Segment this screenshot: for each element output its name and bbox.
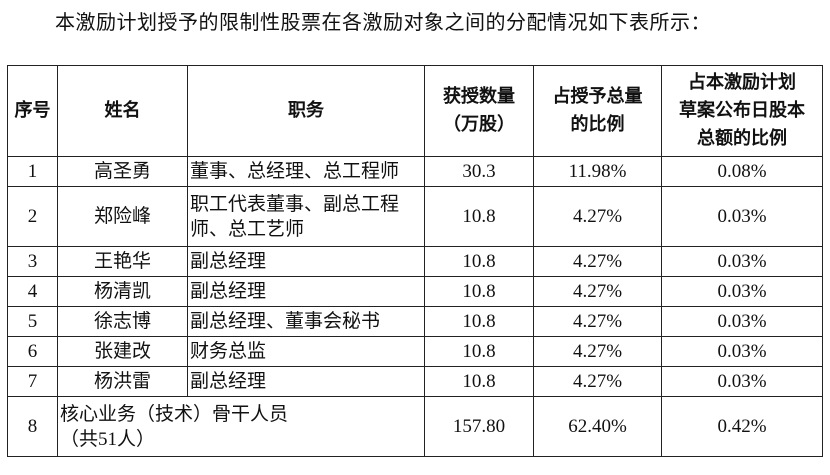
cell-line: 草案公布日股本 xyxy=(679,100,805,121)
table-row: 5 徐志博 副总经理、董事会秘书 10.8 4.27% 0.03% xyxy=(7,306,823,337)
header-row: 序号 姓名 职务 获授数量 （万股） 占授予总量 的比例 占本激励计划 草案公布日股本 总额的比例 xyxy=(7,65,823,157)
cell-line: 总额的比例 xyxy=(697,128,787,149)
table-cell: 30.3 xyxy=(424,156,534,187)
table-cell: 副总经理 xyxy=(187,276,425,307)
table-cell: 62.40% xyxy=(533,396,662,457)
cell-line: 获授数量 xyxy=(443,86,515,107)
table-cell: 0.08% xyxy=(661,156,823,187)
table-cell: 0.03% xyxy=(661,246,823,277)
table-row: 6 张建改 财务总监 10.8 4.27% 0.03% xyxy=(7,336,823,367)
table-cell: 高圣勇 xyxy=(57,156,188,187)
table-cell: 8 xyxy=(7,396,58,457)
table-cell: 10.8 xyxy=(424,186,534,247)
cell-line: 序号 xyxy=(14,100,51,121)
table-cell: 10.8 xyxy=(424,336,534,367)
table-cell: 10.8 xyxy=(424,306,534,337)
table-row: 1 高圣勇 董事、总经理、总工程师 30.3 11.98% 0.08% xyxy=(7,156,823,187)
table-cell: 财务总监 xyxy=(187,336,425,367)
cell-line: （万股） xyxy=(443,114,515,135)
header-cell: 序号 xyxy=(7,65,58,157)
intro-text: 本激励计划授予的限制性股票在各激励对象之间的分配情况如下表所示： xyxy=(55,12,711,34)
table-cell: 徐志博 xyxy=(57,306,188,337)
table-cell: 0.03% xyxy=(661,366,823,397)
table-cell: 4.27% xyxy=(533,186,662,247)
table-cell: 0.03% xyxy=(661,186,823,247)
cell-line: 职工代表董事、副总工程 xyxy=(190,193,400,215)
header-cell: 占本激励计划 草案公布日股本 总额的比例 xyxy=(661,65,823,157)
table-cell: 0.42% xyxy=(661,396,823,457)
table-cell: 郑险峰 xyxy=(57,186,188,247)
table-cell: 10.8 xyxy=(424,246,534,277)
table-cell: 4.27% xyxy=(533,366,662,397)
table-cell: 0.03% xyxy=(661,306,823,337)
cell-line: 姓名 xyxy=(104,100,141,121)
cell-line: （共51人） xyxy=(60,428,156,450)
cell-line: 占本激励计划 xyxy=(688,72,796,93)
table-row: 3 王艳华 副总经理 10.8 4.27% 0.03% xyxy=(7,246,823,277)
table-cell: 2 xyxy=(7,186,58,247)
table-cell: 10.8 xyxy=(424,366,534,397)
table-body: 1 高圣勇 董事、总经理、总工程师 30.3 11.98% 0.08% 2 郑险峰 职工代表董事… xyxy=(7,156,823,457)
cell-line: 核心业务（技术）骨干人员 xyxy=(60,403,289,425)
header-cell: 获授数量 （万股） xyxy=(424,65,534,157)
header-cell: 姓名 xyxy=(57,65,188,157)
cell-line: 的比例 xyxy=(570,114,625,135)
table-cell: 4.27% xyxy=(533,336,662,367)
table-row: 2 郑险峰 职工代表董事、副总工程 师、总工艺师 10.8 4.27% 0.03% xyxy=(7,186,823,247)
table-cell: 4 xyxy=(7,276,58,307)
table-cell: 0.03% xyxy=(661,276,823,307)
table-cell: 7 xyxy=(7,366,58,397)
table-cell: 副总经理 xyxy=(187,246,425,277)
table-cell: 副总经理、董事会秘书 xyxy=(187,306,425,337)
table-cell: 10.8 xyxy=(424,276,534,307)
table-cell: 6 xyxy=(7,336,58,367)
header-cell: 占授予总量 的比例 xyxy=(533,65,662,157)
table-cell: 5 xyxy=(7,306,58,337)
table-cell: 3 xyxy=(7,246,58,277)
table-row: 4 杨清凯 副总经理 10.8 4.27% 0.03% xyxy=(7,276,823,307)
cell-line: 职务 xyxy=(288,100,324,121)
table-cell: 11.98% xyxy=(533,156,662,187)
table-cell: 4.27% xyxy=(533,246,662,277)
cell-line: 师、总工艺师 xyxy=(190,218,305,240)
table-cell: 董事、总经理、总工程师 xyxy=(187,156,425,187)
table-cell: 张建改 xyxy=(57,336,188,367)
cell-line: 占授予总量 xyxy=(552,86,643,107)
table-cell: 0.03% xyxy=(661,336,823,367)
header-cell: 职务 xyxy=(187,65,425,157)
table-cell: 157.80 xyxy=(424,396,534,457)
table-row: 8 核心业务（技术）骨干人员 （共51人） 157.80 62.40% 0.42% xyxy=(7,396,823,457)
table-cell: 核心业务（技术）骨干人员 （共51人） xyxy=(57,396,425,457)
table-cell: 职工代表董事、副总工程 师、总工艺师 xyxy=(187,186,425,247)
table-cell: 4.27% xyxy=(533,306,662,337)
table-cell: 杨清凯 xyxy=(57,276,188,307)
table-cell: 1 xyxy=(7,156,58,187)
table-cell: 王艳华 xyxy=(57,246,188,277)
table-cell: 4.27% xyxy=(533,276,662,307)
table-cell: 杨洪雷 xyxy=(57,366,188,397)
table-row: 7 杨洪雷 副总经理 10.8 4.27% 0.03% xyxy=(7,366,823,397)
table-cell: 副总经理 xyxy=(187,366,425,397)
allocation-table: 序号 姓名 职务 获授数量 （万股） 占授予总量 的比例 占本激励计划 草案公布日股本 总额的比例… xyxy=(7,65,823,457)
